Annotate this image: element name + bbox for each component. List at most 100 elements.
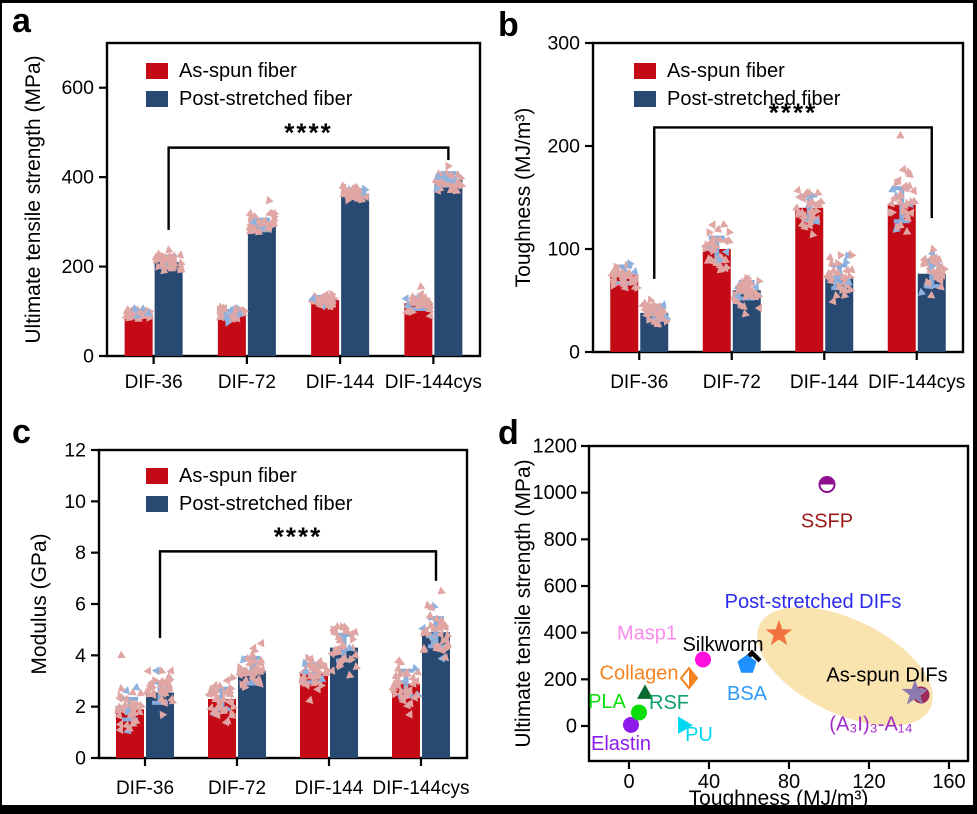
data-point-triangle <box>229 673 238 682</box>
data-point-triangle <box>405 710 413 719</box>
data-point-triangle <box>710 234 719 243</box>
data-point-triangle <box>797 219 806 228</box>
data-point-triangle <box>620 283 629 292</box>
data-point-triangle <box>137 688 146 697</box>
point-label-bsa: BSA <box>727 683 768 705</box>
data-point-triangle <box>397 670 406 679</box>
legend-label: As-spun fiber <box>179 465 297 487</box>
data-point-triangle <box>710 240 720 249</box>
data-point-triangle <box>219 694 228 702</box>
y-tick-label: 0 <box>566 716 577 738</box>
data-point-triangle <box>751 282 760 291</box>
data-point-triangle <box>305 653 313 663</box>
data-point-triangle <box>708 220 716 230</box>
data-point-triangle <box>910 196 919 205</box>
data-point-triangle <box>754 303 763 313</box>
x-category-label: DIF-36 <box>116 778 174 799</box>
y-tick-label: 400 <box>61 167 94 189</box>
data-point-triangle <box>156 676 165 686</box>
data-point-triangle <box>416 297 425 306</box>
data-point-triangle <box>716 255 724 264</box>
data-point-triangle <box>346 670 355 679</box>
data-point-triangle <box>307 662 315 672</box>
data-point-triangle <box>408 673 417 682</box>
data-point-triangle <box>733 292 741 301</box>
x-category-label: DIF-72 <box>208 778 266 799</box>
data-point-collagen-half <box>689 668 697 689</box>
bar-DIF-144cys-as-spun <box>887 204 916 352</box>
data-point-triangle <box>895 222 903 232</box>
data-point-triangle <box>224 318 233 327</box>
chart-panel-c: 0 2 4 6 8 10 12 DIF-36 DIF-72 DIF-144 DIF-144cys Mo… <box>28 440 470 800</box>
data-point-triangle <box>792 203 801 212</box>
data-point-triangle <box>425 311 434 320</box>
data-point-triangle <box>835 259 843 268</box>
data-point-triangle <box>228 710 237 719</box>
data-point-triangle <box>256 667 265 675</box>
x-category-label: DIF-144cys <box>372 778 469 799</box>
x-tick-label: 160 <box>932 771 965 793</box>
x-tick-label: 0 <box>623 771 634 793</box>
data-point-triangle <box>161 688 170 697</box>
bar-DIF-144cys-post-stretched <box>434 179 463 356</box>
data-point-triangle <box>720 263 729 273</box>
legend-swatch <box>146 496 168 512</box>
data-point-triangle <box>900 205 908 215</box>
x-category-label: DIF-36 <box>125 372 183 393</box>
data-point-triangle <box>341 654 350 664</box>
data-point-triangle <box>623 268 632 278</box>
significance-label: **** <box>284 118 332 148</box>
legend-label: Post-stretched fiber <box>179 88 353 110</box>
data-point-triangle <box>617 277 627 286</box>
data-point-triangle <box>889 208 897 217</box>
data-point-triangle <box>265 195 274 205</box>
data-point-triangle <box>414 295 423 305</box>
data-point-triangle <box>148 690 157 700</box>
data-point-triangle <box>121 686 130 695</box>
data-point-triangle <box>305 695 314 704</box>
data-point-triangle <box>408 679 417 688</box>
data-point-triangle <box>440 652 449 662</box>
data-point-triangle <box>930 257 939 267</box>
data-point-triangle <box>644 303 652 312</box>
data-point-triangle <box>164 674 174 683</box>
data-point-triangle <box>896 130 905 139</box>
panel-letter-d: d <box>498 414 519 452</box>
data-point-triangle <box>828 258 837 268</box>
data-point-triangle <box>663 317 672 326</box>
data-point-triangle <box>409 307 417 316</box>
x-tick-label: 80 <box>778 771 800 793</box>
data-point-triangle <box>845 251 853 260</box>
data-point-triangle <box>713 224 722 233</box>
data-point-triangle <box>421 626 429 635</box>
data-point-triangle <box>836 281 844 291</box>
data-point-triangle <box>241 669 250 677</box>
data-point-triangle <box>307 670 316 679</box>
data-point-triangle <box>627 259 635 268</box>
data-point-triangle <box>440 636 449 645</box>
data-point-triangle <box>207 689 216 698</box>
data-point-triangle <box>339 622 348 631</box>
data-point-triangle <box>351 650 360 659</box>
data-point-triangle <box>795 192 803 202</box>
y-tick-label: 100 <box>547 239 580 261</box>
y-tick-label: 0 <box>83 346 94 368</box>
legend-swatch <box>146 91 168 107</box>
data-point-triangle <box>917 287 927 296</box>
data-point-masp1 <box>695 651 711 668</box>
point-label-collagen: Collagen <box>600 662 679 684</box>
data-point-triangle <box>322 668 331 677</box>
data-point-triangle <box>313 684 321 694</box>
data-point-triangle <box>143 308 153 317</box>
data-point-triangle <box>411 663 420 672</box>
data-point-triangle <box>349 634 358 644</box>
data-point-triangle <box>833 268 842 277</box>
data-point-triangle <box>251 211 260 220</box>
data-point-triangle <box>741 274 750 284</box>
significance-bracket <box>158 550 438 639</box>
data-point-triangle <box>906 208 915 218</box>
data-point-triangle <box>703 256 713 264</box>
y-tick-label: 2 <box>75 696 86 718</box>
data-point-triangle <box>175 250 185 259</box>
